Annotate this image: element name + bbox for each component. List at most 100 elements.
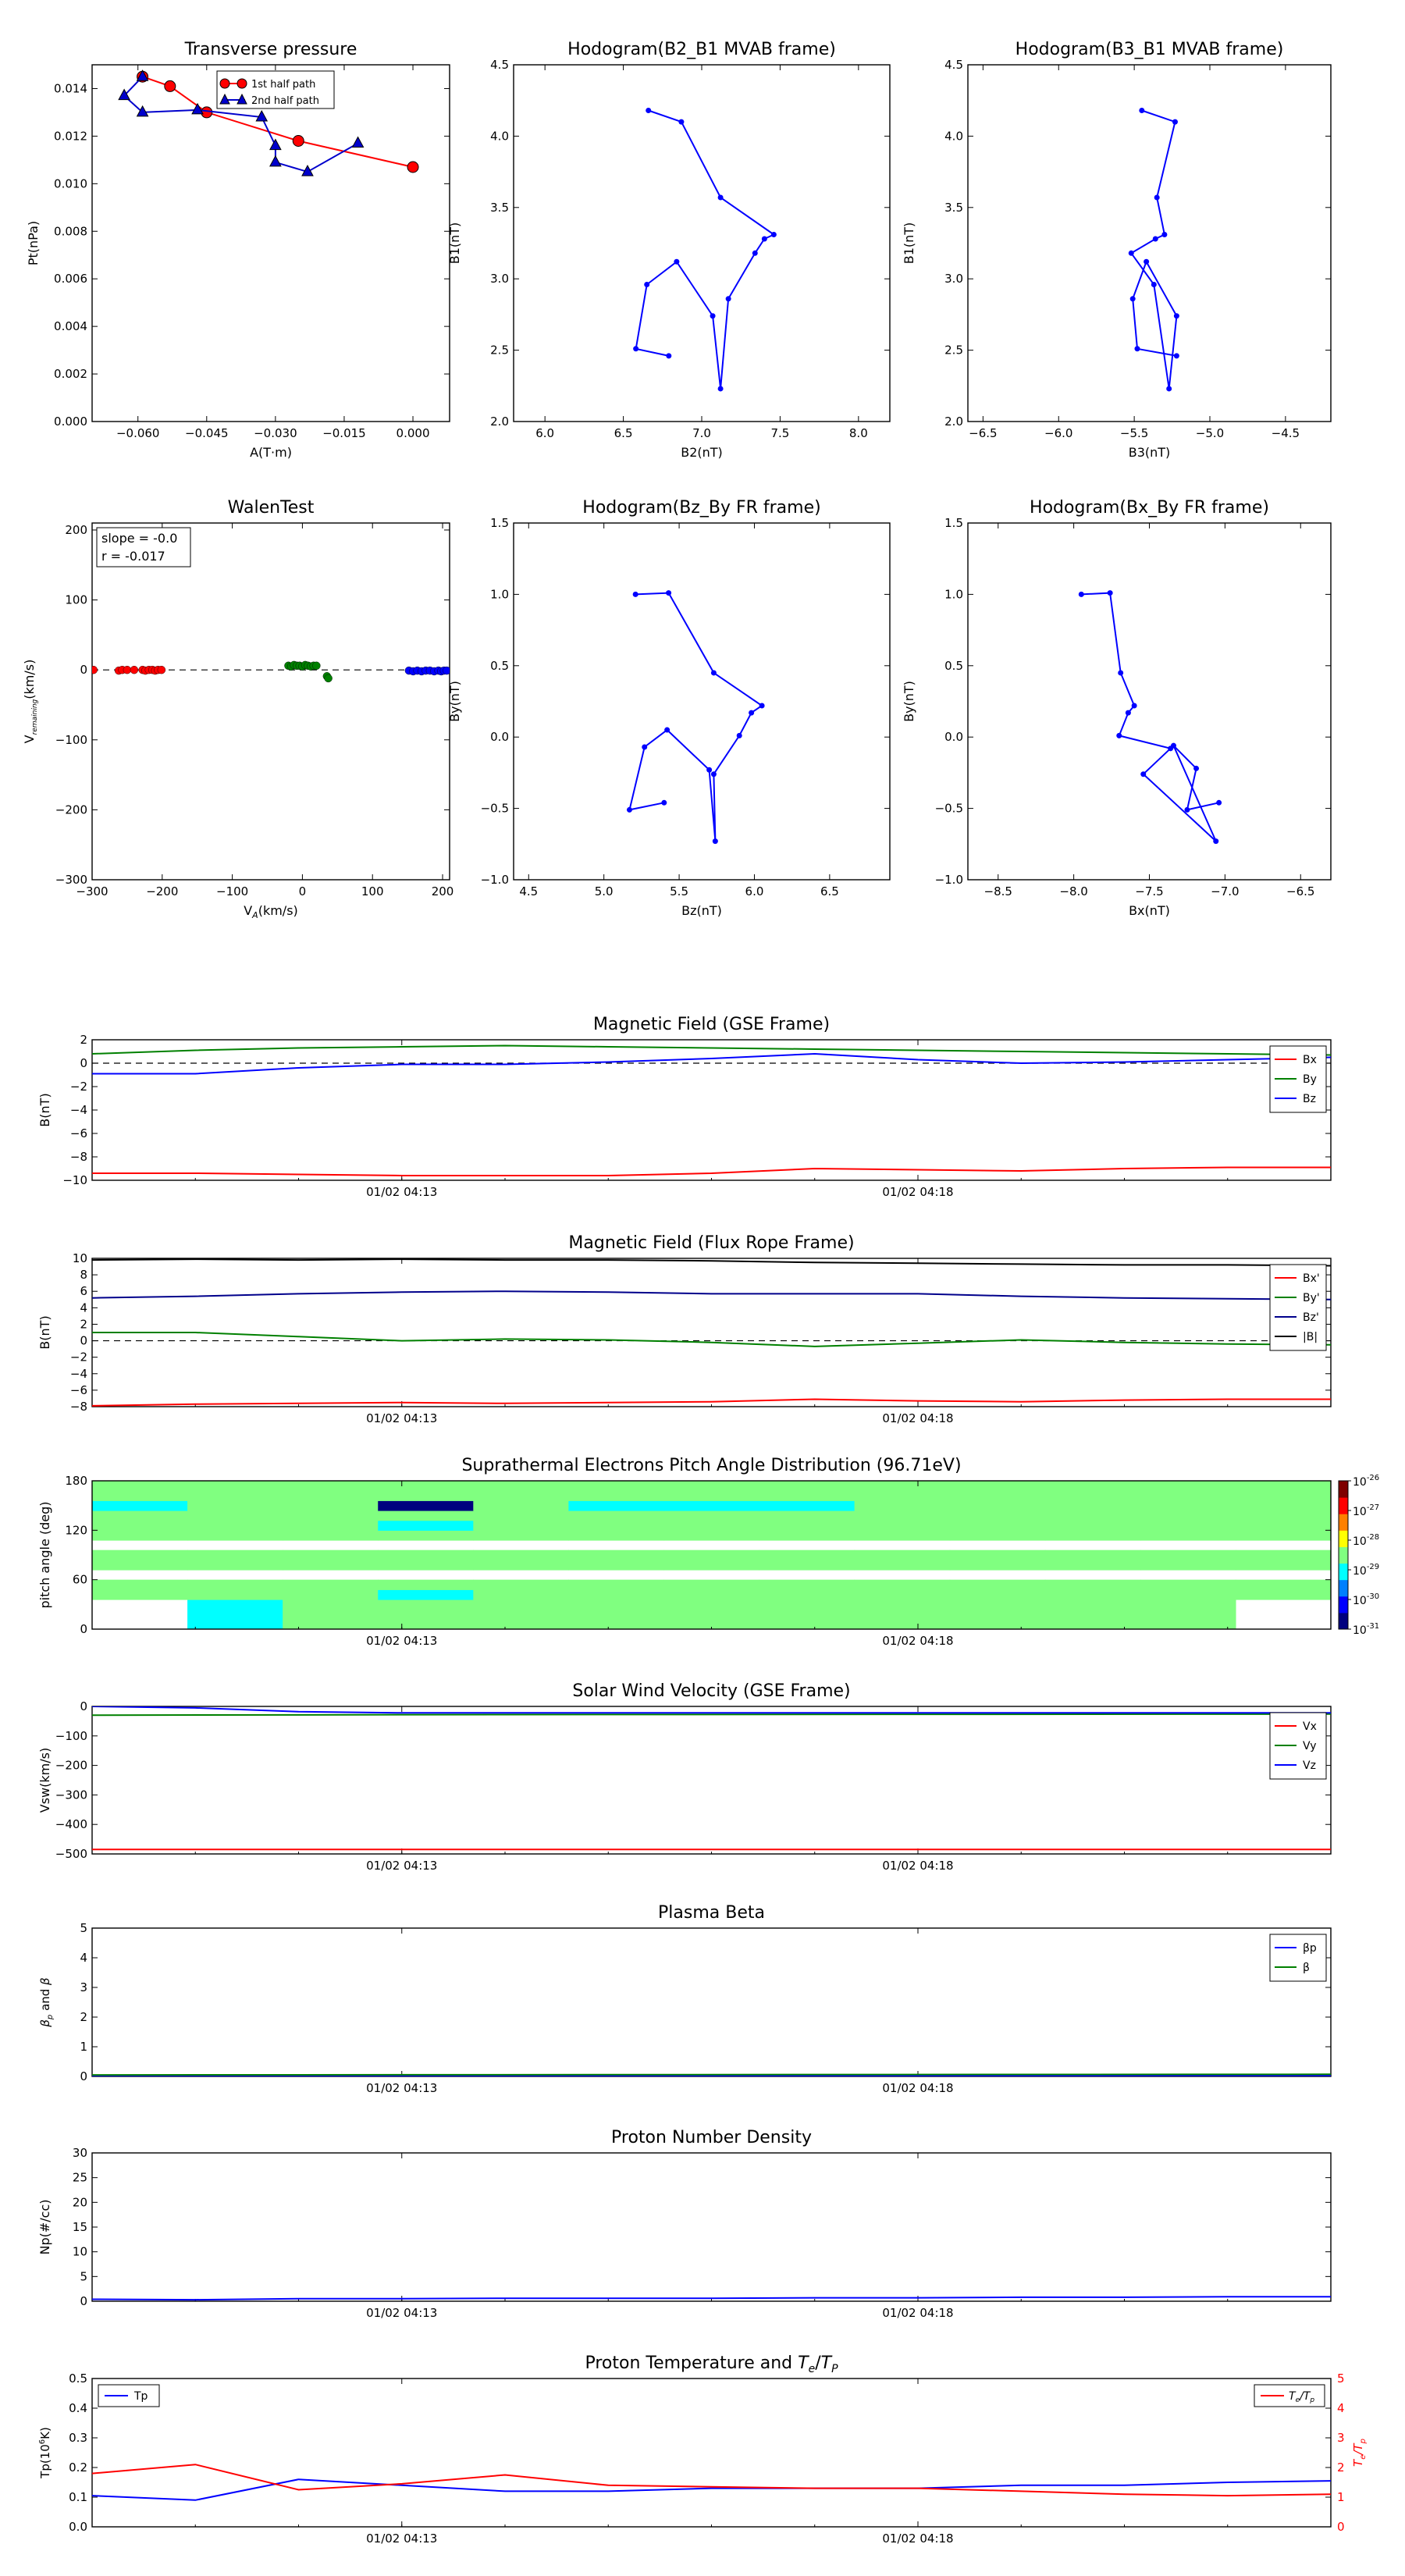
x-tick-label: 01/02 04:18 [882, 1411, 953, 1425]
heatmap-cell [92, 1550, 188, 1560]
data-point [1154, 194, 1160, 201]
heatmap-cell [1140, 1579, 1236, 1590]
chart-proton-temp: Proton Temperature and Te/TP 0.0 0.1 0.2 0.3… [38, 2354, 1368, 2546]
heatmap-cell [1140, 1599, 1236, 1629]
chart-title: Hodogram(B2_B1 MVAB frame) [567, 40, 836, 59]
plot-frame [91, 522, 450, 881]
x-tick-label: 01/02 04:13 [366, 1634, 437, 1648]
y-tick-label: 1.0 [490, 587, 509, 601]
chart-title: Magnetic Field (GSE Frame) [593, 1015, 830, 1034]
y-tick-label: 2.5 [944, 343, 963, 358]
heatmap-cell [663, 1520, 760, 1531]
data-point [710, 670, 717, 676]
y-tick-label: 0.014 [54, 81, 87, 95]
heatmap-cell [1235, 1589, 1331, 1600]
legend-label: Vx [1303, 1720, 1317, 1733]
data-point [1107, 590, 1113, 596]
y-tick-label: 0 [80, 1334, 87, 1348]
heatmap-cell [92, 1530, 188, 1541]
heatmap-cell [854, 1530, 951, 1541]
heatmap-cell [187, 1520, 283, 1531]
colorbar-tick-label: 10-29 [1353, 1563, 1379, 1578]
data-point [644, 282, 650, 288]
y-tick-label: 0.0 [69, 2520, 87, 2534]
x-tick-label: 8.0 [849, 426, 868, 440]
y-right-tick-label: 0 [1337, 2520, 1345, 2534]
series-group [92, 1044, 1331, 1176]
y-tick-label: 6 [80, 1284, 87, 1298]
series-line-te-tp [92, 2464, 1331, 2497]
y-tick-label: 15 [73, 2220, 87, 2234]
y-tick-label: 0.0 [490, 730, 509, 744]
series-line-bz- [92, 1290, 1331, 1300]
y-tick-label: −2 [70, 1080, 87, 1094]
heatmap-cell [1044, 1481, 1141, 1492]
series-group [92, 2073, 1331, 2076]
data-point [1151, 282, 1157, 288]
x-tick-label: 01/02 04:18 [882, 1859, 953, 1873]
heatmap-cell [1044, 1550, 1141, 1560]
heatmap-cell [759, 1589, 855, 1600]
colorbar-tick-label: 10-28 [1353, 1533, 1379, 1548]
y-tick-label: −10 [62, 1173, 87, 1187]
colorbar: 10-31 10-30 10-29 10-28 10-27 10-26 [1338, 1474, 1379, 1637]
data-point [269, 138, 282, 151]
heatmap-cell [378, 1599, 474, 1629]
y-axis-label: B(nT) [37, 1315, 52, 1349]
x-tick-label: −100 [216, 884, 248, 898]
data-point [717, 194, 724, 201]
colorbar-segment [1339, 1596, 1348, 1614]
data-point [666, 590, 672, 596]
data-point [312, 661, 321, 670]
x-tick-label: 200 [432, 884, 454, 898]
y-tick-label: 4 [80, 1300, 87, 1315]
heatmap-cell [854, 1550, 951, 1560]
y-tick-label: −4 [70, 1367, 87, 1381]
heatmap-cell [663, 1481, 760, 1492]
chart-title: Transverse pressure [184, 40, 357, 59]
heatmap-cell [187, 1550, 283, 1560]
chart-title: Proton Number Density [611, 2128, 812, 2147]
data-point [1116, 732, 1122, 738]
colorbar-segment [1339, 1563, 1348, 1581]
legend-label: Te/Tp [1289, 2390, 1314, 2404]
colorbar-segment [1339, 1530, 1348, 1547]
y-tick-label: 4.0 [490, 129, 509, 143]
heatmap-cell [1140, 1560, 1236, 1571]
correlation-label: r = -0.017 [101, 549, 165, 564]
chart-pitch-angle: Suprathermal Electrons Pitch Angle Distr… [37, 1456, 1379, 1648]
x-tick-label: 01/02 04:18 [882, 2532, 953, 2546]
y-tick-label: 0 [80, 1056, 87, 1070]
data-point [712, 838, 718, 845]
data-point [136, 69, 149, 81]
data-point [642, 744, 648, 750]
data-point [1166, 386, 1172, 392]
colorbar-tick-label: 10-30 [1353, 1592, 1379, 1607]
series-line-by [92, 1044, 1331, 1056]
heatmap-cell [92, 1510, 188, 1521]
data-point [136, 105, 149, 117]
data-point [130, 665, 139, 674]
heatmap-cell [568, 1520, 665, 1531]
chart-transverse-pressure: Transverse pressure 0.000 0.002 0.004 0.006 0… [26, 40, 450, 460]
data-point [292, 134, 304, 147]
heatmap-cell [1140, 1481, 1236, 1492]
series-group [1128, 107, 1179, 392]
y-tick-label: 0 [80, 663, 87, 677]
heatmap-cell [949, 1510, 1046, 1521]
legend-label: β [1303, 1962, 1310, 1974]
plot-frame [91, 64, 450, 422]
y-tick-label: 2 [80, 2010, 87, 2024]
data-point [1078, 591, 1084, 597]
heatmap-cell [92, 1490, 188, 1501]
data-point [1129, 296, 1136, 302]
data-point [736, 732, 742, 738]
series-line [1081, 592, 1219, 842]
legend-box [1254, 2384, 1325, 2407]
heatmap-cell [568, 1579, 665, 1590]
heatmap-cell [568, 1510, 665, 1521]
heatmap-cell [1140, 1490, 1236, 1501]
legend-label: 1st half path [251, 79, 315, 91]
x-tick-label: 5.0 [595, 884, 614, 898]
y-right-tick-label: 1 [1337, 2490, 1345, 2504]
